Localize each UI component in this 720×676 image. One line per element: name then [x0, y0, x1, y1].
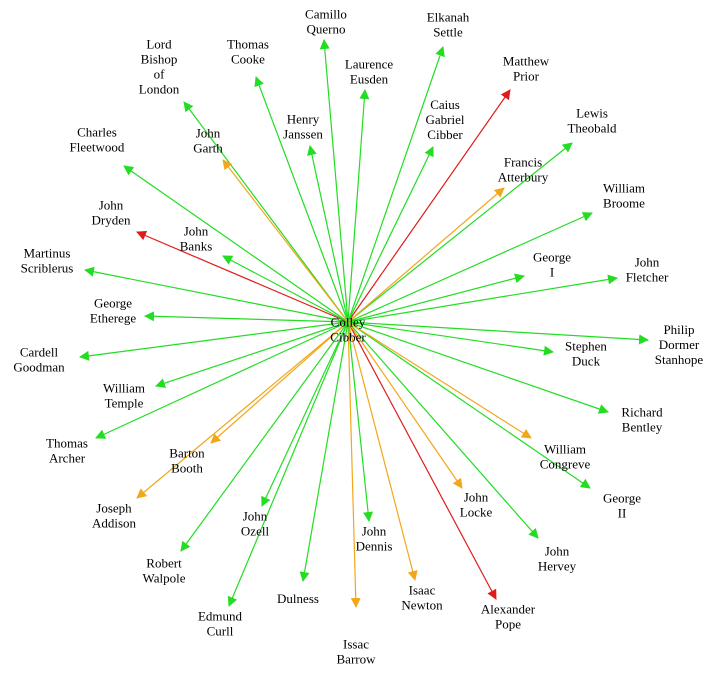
node-label-stephen-duck: Stephen Duck [565, 339, 607, 369]
edge-john-dennis [347, 321, 374, 522]
node-label-lewis-theobald: Lewis Theobald [567, 106, 617, 136]
edge-cardell-goodman [79, 321, 349, 361]
edge-issac-barrow [347, 321, 361, 608]
node-label-john-dennis: John Dennis [356, 524, 393, 554]
edge-matthew-prior [347, 89, 511, 323]
edge-philip-dormer-stanhope [347, 321, 649, 345]
node-label-robert-walpole: Robert Walpole [143, 556, 186, 586]
edge-isaac-newton [347, 321, 418, 581]
edge-william-broome [347, 212, 593, 323]
node-label-william-temple: William Temple [103, 381, 145, 411]
node-label-alexander-pope: Alexander Pope [481, 602, 536, 632]
edge-laurence-eusden [347, 89, 370, 323]
node-label-george-i: George I [533, 250, 571, 280]
edge-william-congreve [347, 321, 532, 439]
edge-elkanah-settle [347, 46, 445, 323]
edge-lord-bishop-of-london [183, 101, 349, 323]
edge-alexander-pope [347, 321, 497, 600]
edge-john-hervey [347, 321, 539, 539]
node-label-george-etherege: George Etherege [90, 296, 136, 326]
edge-john-garth [222, 159, 349, 323]
node-label-john-dryden: John Dryden [92, 198, 131, 228]
node-label-philip-dormer-stanhope: Philip Dormer Stanhope [655, 322, 704, 367]
node-label-henry-janssen: Henry Janssen [283, 112, 323, 142]
edge-thomas-archer [95, 321, 349, 439]
node-label-joseph-addison: Joseph Addison [92, 501, 137, 531]
edge-robert-walpole [180, 321, 349, 552]
node-label-john-hervey: John Hervey [538, 544, 577, 574]
edge-henry-janssen [307, 145, 349, 323]
node-label-caius-gabriel-cibber: Caius Gabriel Cibber [426, 97, 465, 142]
node-label-cardell-goodman: Cardell Goodman [13, 345, 65, 375]
node-label-thomas-archer: Thomas Archer [46, 436, 88, 466]
node-label-john-ozell: John Ozell [241, 509, 270, 539]
edge-george-etherege [144, 311, 349, 323]
edge-martinus-scriblerus [84, 266, 349, 323]
node-label-george-ii: George II [603, 491, 641, 521]
edge-joseph-addison [136, 321, 349, 499]
edge-edmund-curll [227, 321, 349, 607]
edge-john-banks [222, 255, 349, 323]
node-label-colley-cibber: Colley Cibber [330, 315, 366, 345]
node-label-john-fletcher: John Fletcher [626, 255, 669, 285]
labels-layer: Camillo Querno Elkanah Settle Matthew Prior Le… [13, 7, 703, 667]
node-label-barton-booth: Barton Booth [169, 446, 205, 476]
node-label-matthew-prior: Matthew Prior [503, 54, 550, 84]
edge-charles-fleetwood [123, 165, 349, 323]
edge-caius-gabriel-cibber [347, 146, 434, 323]
node-label-issac-barrow: Issac Barrow [337, 637, 377, 667]
edge-john-ozell [261, 321, 349, 507]
edge-john-fletcher [347, 274, 618, 323]
edge-lewis-theobald [347, 142, 573, 323]
node-label-camillo-querno: Camillo Querno [305, 7, 347, 37]
edge-william-temple [155, 321, 349, 388]
edge-george-ii [347, 321, 591, 489]
node-label-laurence-eusden: Laurence Eusden [345, 57, 394, 87]
edge-john-dryden [136, 230, 349, 323]
edge-richard-bentley [347, 321, 609, 414]
edges-layer [79, 39, 649, 608]
node-label-lord-bishop-of-london: Lord Bishop of London [139, 37, 180, 97]
node-label-thomas-cooke: Thomas Cooke [227, 37, 269, 67]
edge-francis-atterbury [347, 187, 505, 323]
edge-camillo-querno [319, 39, 349, 323]
node-label-martinus-scriblerus: Martinus Scriblerus [21, 246, 74, 276]
node-label-elkanah-settle: Elkanah Settle [427, 10, 470, 40]
node-label-richard-bentley: Richard Bentley [621, 405, 663, 435]
edge-barton-booth [210, 321, 349, 444]
edge-dulness [299, 321, 349, 582]
node-label-isaac-newton: Isaac Newton [401, 583, 443, 613]
node-label-edmund-curll: Edmund Curll [198, 609, 243, 639]
node-label-william-congreve: William Congreve [540, 442, 591, 472]
node-label-charles-fleetwood: Charles Fleetwood [70, 125, 125, 155]
edge-thomas-cooke [254, 76, 349, 323]
node-label-dulness: Dulness [277, 591, 319, 606]
edge-john-locke [347, 321, 463, 489]
edge-stephen-duck [347, 321, 554, 356]
edge-george-i [347, 273, 525, 323]
node-label-john-garth: John Garth [193, 126, 223, 156]
node-label-william-broome: William Broome [603, 181, 645, 211]
node-label-francis-atterbury: Francis Atterbury [498, 155, 549, 185]
node-label-john-banks: John Banks [180, 224, 213, 254]
node-label-john-locke: John Locke [460, 490, 493, 520]
